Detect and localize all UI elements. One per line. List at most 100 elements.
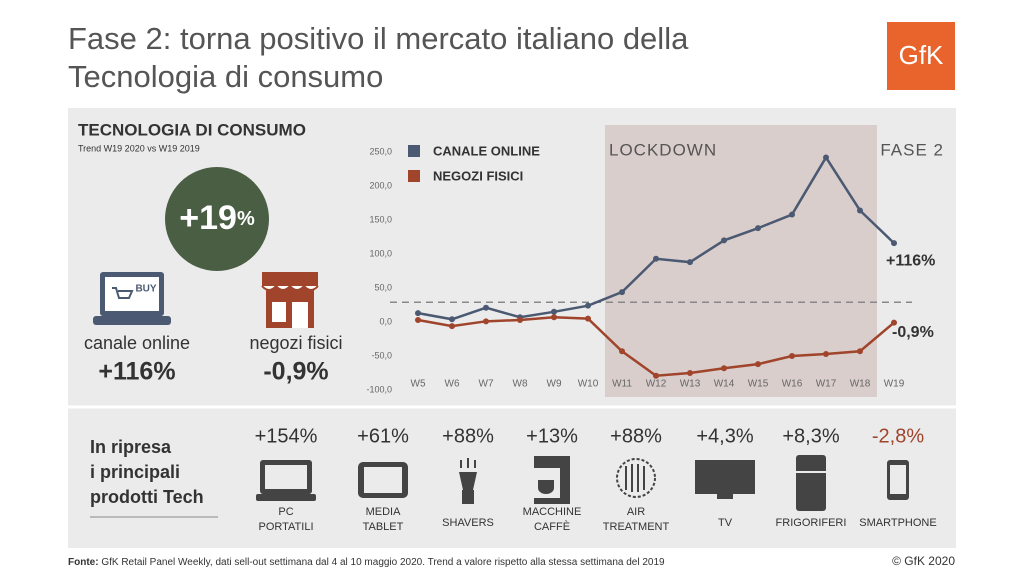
point — [449, 316, 455, 323]
icon — [462, 490, 474, 504]
icon — [717, 494, 733, 499]
point — [891, 319, 897, 326]
y-tick-label: -50,0 — [371, 350, 392, 360]
total-unit: % — [237, 208, 255, 230]
x-tick-label: W15 — [748, 379, 769, 390]
x-tick-label: W11 — [612, 379, 632, 390]
point — [551, 308, 557, 315]
point — [415, 316, 421, 323]
x-tick-label: W19 — [884, 379, 905, 390]
total-circle — [165, 167, 269, 271]
logo: GfK — [899, 40, 944, 70]
summary-subtitle: Trend W19 2020 vs W19 2019 — [78, 143, 200, 153]
product-value: -2,8% — [872, 425, 924, 447]
icon — [459, 472, 477, 490]
icon — [625, 464, 645, 492]
y-tick-label: 200,0 — [369, 180, 392, 190]
total: +19% — [179, 199, 255, 237]
point — [449, 323, 455, 330]
channel-value: +116% — [98, 358, 175, 386]
lockdown-region — [605, 125, 877, 397]
point — [687, 259, 693, 266]
point — [585, 302, 591, 309]
icon — [534, 498, 570, 504]
point — [789, 211, 795, 218]
point — [653, 372, 659, 379]
product-label: SMARTPHONE — [859, 517, 936, 529]
x-tick-label: W12 — [646, 379, 667, 390]
title: Fase 2: torna positivo il mercato italia… — [68, 21, 689, 56]
point — [551, 314, 557, 321]
line-chart: LOCKDOWN FASE 2 250,0 200,0 150,0 100,0 50,0 0,… — [366, 125, 944, 397]
product-label: CAFFÈ — [534, 520, 570, 533]
icon — [265, 465, 307, 489]
x-tick-label: W17 — [816, 379, 837, 390]
y-tick-label: 250,0 — [369, 146, 392, 156]
icon — [460, 458, 476, 468]
icon — [560, 468, 570, 498]
products-heading: In ripresa — [90, 437, 172, 457]
x-tick-label: W7 — [479, 379, 494, 390]
x-tick-label: W14 — [714, 379, 735, 390]
product-value: +61% — [357, 425, 409, 447]
product-label: PORTATILI — [258, 521, 313, 533]
y-tick-label: 50,0 — [374, 282, 392, 292]
channel-label: canale online — [84, 333, 190, 353]
point — [755, 361, 761, 368]
laptop-icon: BUY — [93, 272, 171, 325]
icon — [364, 467, 402, 493]
x-tick-label: W9 — [547, 379, 562, 390]
product-label: FRIGORIFERI — [776, 517, 847, 529]
point — [687, 370, 693, 376]
legend-label: CANALE ONLINE — [433, 143, 540, 158]
region-label: LOCKDOWN — [609, 140, 717, 159]
point — [823, 154, 829, 161]
y-tick-label: 150,0 — [369, 214, 392, 224]
product-value: +8,3% — [782, 425, 839, 447]
point — [857, 207, 863, 214]
product-value: +154% — [255, 425, 318, 447]
point — [721, 365, 727, 372]
point — [857, 348, 863, 355]
copyright: © GfK 2020 — [892, 554, 955, 568]
logo-box — [887, 22, 955, 90]
legend-swatch — [408, 170, 420, 182]
icon-text: BUY — [135, 284, 156, 295]
product-label: MACCHINE — [523, 506, 582, 518]
point — [483, 304, 489, 311]
icon — [695, 460, 755, 494]
point — [517, 316, 523, 323]
product-label: MEDIA — [366, 506, 402, 518]
icon — [256, 494, 316, 501]
product-label: TV — [718, 517, 733, 529]
x-tick-label: W6 — [445, 379, 460, 390]
source: Fonte: GfK Retail Panel Weekly, dati sel… — [68, 557, 665, 568]
end-label: -0,9% — [892, 324, 934, 341]
y-tick-label: 100,0 — [369, 248, 392, 258]
products-heading: prodotti Tech — [90, 487, 204, 507]
product-value: +4,3% — [696, 425, 753, 447]
store-icon — [261, 272, 319, 328]
point — [755, 225, 761, 232]
point — [789, 353, 795, 359]
point — [653, 255, 659, 262]
product-label: TREATMENT — [603, 521, 670, 533]
channel-value: -0,9% — [263, 358, 328, 386]
product-value: +88% — [442, 425, 494, 447]
channel-label: negozi fisici — [249, 333, 342, 353]
x-tick-label: W5 — [411, 379, 426, 390]
legend-swatch — [408, 145, 420, 157]
point — [891, 240, 897, 247]
point — [483, 318, 489, 325]
region-label: FASE 2 — [880, 140, 944, 159]
point — [823, 350, 829, 357]
summary-title: TECNOLOGIA DI CONSUMO — [78, 120, 306, 139]
product-label: PC — [278, 506, 293, 518]
source-label: Fonte: — [68, 557, 99, 568]
x-tick-label: W10 — [578, 379, 599, 390]
x-tick-label: W8 — [513, 379, 528, 390]
title: Tecnologia di consumo — [68, 59, 383, 94]
end-label: +116% — [886, 252, 935, 269]
products-heading: i principali — [90, 462, 180, 482]
